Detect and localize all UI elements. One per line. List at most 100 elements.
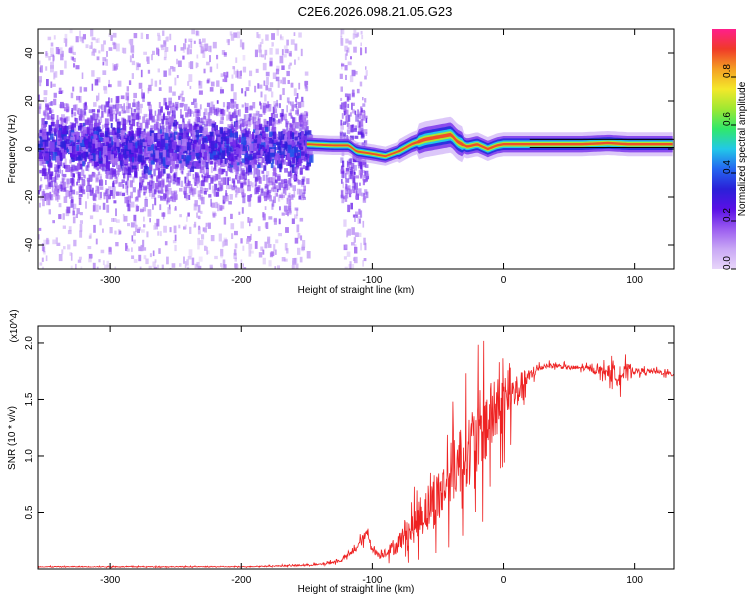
spectrogram-speckle (111, 186, 116, 195)
spectrogram-speckle (115, 104, 118, 112)
spectrogram-speckle (44, 113, 47, 120)
spectrogram-band-cell (203, 127, 208, 135)
spectrogram-speckle (341, 29, 345, 35)
spectrogram-speckle (222, 102, 226, 108)
snr-y-tick-label: 1.5 (24, 392, 35, 406)
spectrogram-speckle (123, 173, 126, 179)
spectrogram-band-cell (207, 147, 212, 152)
spectrogram-band-cell (304, 130, 310, 136)
spectrogram-speckle (275, 239, 279, 244)
spectrogram-band-cell (50, 122, 55, 127)
spectrogram-band-cell (205, 161, 209, 170)
spectrogram-band-cell (89, 145, 93, 153)
spectrogram-band-cell (164, 161, 167, 169)
spectrogram-speckle (158, 182, 161, 188)
spectrogram-speckle (157, 113, 161, 122)
spectrogram-band-cell (252, 131, 255, 140)
spectrogram-speckle (354, 246, 358, 254)
spectrogram-speckle (90, 29, 94, 37)
spectrogram-speckle (238, 211, 241, 215)
spectrogram-speckle (281, 109, 284, 117)
spectrogram-band-cell (73, 142, 76, 148)
spectrogram-speckle (148, 113, 152, 120)
spectrogram-band-cell (214, 143, 218, 148)
spectrogram-speckle (339, 104, 343, 110)
spectrogram-speckle (356, 190, 358, 197)
spectrogram-speckle (44, 193, 47, 201)
spectrogram-speckle (360, 119, 364, 127)
spectrogram-speckle (38, 106, 41, 114)
spectrogram-speckle (133, 239, 136, 244)
spectrogram-speckle (235, 175, 238, 181)
spectrogram-speckle (353, 171, 356, 175)
spectrogram-band-cell (188, 161, 192, 167)
spectrogram-speckle (117, 192, 121, 196)
spectrogram-band-cell (219, 128, 223, 134)
spectrogram-speckle (261, 170, 265, 174)
spectrogram-band-cell (86, 127, 90, 135)
spectrogram-speckle (201, 196, 205, 205)
spectrogram-speckle (298, 101, 302, 109)
spectrogram-speckle (212, 104, 215, 110)
spectrogram-speckle (122, 214, 125, 222)
spectrogram-speckle (39, 262, 43, 266)
spectrogram-speckle (138, 115, 141, 120)
spectrogram-speckle (108, 33, 112, 37)
spectrogram-speckle (98, 259, 101, 263)
spectrogram-band-cell (116, 121, 121, 131)
spectrogram-speckle (186, 259, 189, 266)
spectrogram-speckle (193, 203, 197, 211)
spectrogram-speckle (175, 104, 178, 111)
spectrogram-speckle (109, 173, 113, 180)
spectrogram-speckle (259, 125, 262, 130)
spectrogram-speckle (274, 104, 276, 109)
spectrogram-band-cell (144, 157, 147, 164)
spectrogram-band-cell (208, 151, 213, 158)
spectrogram-speckle (184, 193, 187, 199)
spectrogram-speckle (134, 220, 137, 226)
spectrogram-speckle (362, 97, 364, 101)
spectrogram-speckle (176, 177, 181, 181)
spectrogram-speckle (72, 104, 77, 111)
spectrogram-band-cell (167, 149, 170, 158)
spectrogram-speckle (140, 244, 144, 252)
spectrogram-speckle (281, 116, 283, 120)
spectrogram-speckle (163, 56, 167, 61)
spectrogram-band-cell (92, 141, 96, 149)
spectrogram-speckle (225, 170, 228, 177)
spectrogram-speckle (295, 268, 300, 269)
spectrogram-speckle (292, 185, 296, 191)
spectrogram-band-cell (87, 141, 92, 148)
spectrogram-speckle (281, 160, 284, 169)
spectrogram-speckle (161, 186, 164, 194)
spectrogram-band-cell (276, 153, 280, 160)
spectrogram-speckle (161, 189, 164, 194)
spectrogram-band-cell (265, 140, 269, 149)
spectrogram-band-cell (83, 126, 89, 134)
spectrogram-band-cell (164, 143, 169, 152)
spectrogram-speckle (244, 91, 247, 97)
spectrogram-speckle (295, 168, 298, 175)
spectrogram-band-cell (186, 142, 192, 151)
spectrogram-speckle (355, 211, 359, 216)
spectrogram-speckle (84, 111, 87, 116)
spectrogram-speckle (44, 107, 47, 113)
spectrogram-speckle (72, 86, 75, 92)
spectrogram-speckle (51, 114, 55, 120)
spectrogram-speckle (142, 247, 147, 251)
spectrogram-speckle (200, 161, 203, 169)
spectrogram-speckle (178, 224, 181, 229)
spectrogram-speckle (216, 63, 219, 69)
spectrogram-speckle (264, 53, 266, 60)
spectrogram-speckle (233, 184, 236, 189)
spectrogram-speckle (113, 179, 118, 185)
spectrogram-speckle (50, 101, 53, 106)
spectrogram-speckle (39, 159, 43, 166)
spectrogram-speckle (78, 198, 82, 205)
spectrogram-speckle (69, 159, 72, 164)
spectrogram-speckle (214, 212, 217, 217)
spectrogram-speckle (179, 263, 182, 267)
spectrogram-speckle (228, 167, 232, 172)
spectrogram-speckle (247, 217, 250, 223)
